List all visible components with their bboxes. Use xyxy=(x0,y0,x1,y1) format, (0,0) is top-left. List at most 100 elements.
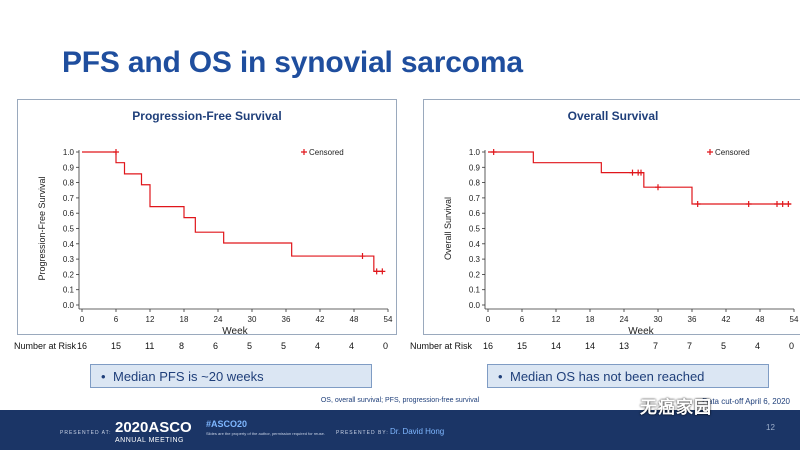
survival-curve xyxy=(488,151,792,205)
y-tick-label: 0.2 xyxy=(63,270,75,279)
pfs-chart-panel: Progression-Free Survival 0.0 0.1 0.2 0.3 0.… xyxy=(17,99,397,335)
x-tick-label: 30 xyxy=(248,315,257,324)
meeting-logo: 2020ASCO xyxy=(115,419,192,436)
at-risk-count: 16 xyxy=(483,341,494,351)
x-tick-label: 48 xyxy=(350,315,359,324)
os-callout-text: Median OS has not been reached xyxy=(510,369,705,384)
legend-label: Censored xyxy=(309,148,344,157)
presented-at-label: PRESENTED AT: xyxy=(60,430,112,436)
page-number: 12 xyxy=(766,423,775,432)
y-tick-label: 0.4 xyxy=(63,240,75,249)
os-chart-title: Overall Survival xyxy=(567,109,659,123)
x-tick-label: 36 xyxy=(688,315,697,324)
y-tick-label: 0.1 xyxy=(469,286,481,295)
y-tick-label: 0.6 xyxy=(469,209,481,218)
y-tick-label: 0.0 xyxy=(469,301,481,310)
hashtag: #ASCO20 xyxy=(206,419,248,429)
y-axis-label: Overall Survival xyxy=(443,197,453,260)
at-risk-count: 7 xyxy=(687,341,693,351)
at-risk-count: 5 xyxy=(247,341,253,351)
y-axis-label: Progression-Free Survival xyxy=(37,176,47,280)
at-risk-count: 4 xyxy=(349,341,355,351)
x-tick-label: 30 xyxy=(654,315,663,324)
os-chart: 0.0 0.1 0.2 0.3 0.4 0.5 0.6 0.7 0.8 0.9 1.0 0 6 12 18 2… xyxy=(443,148,799,334)
censored-mark xyxy=(113,149,119,155)
x-tick-label: 54 xyxy=(790,315,799,324)
pfs-risk-label: Number at Risk xyxy=(14,341,77,351)
bullet-icon: • xyxy=(101,369,106,384)
x-axis-label: Week xyxy=(222,326,248,334)
pfs-chart-title: Progression-Free Survival xyxy=(132,109,282,123)
at-risk-count: 8 xyxy=(179,341,185,351)
y-tick-label: 0.8 xyxy=(63,179,75,188)
x-axis-label: Week xyxy=(628,326,654,334)
at-risk-count: 14 xyxy=(585,341,596,351)
y-tick-label: 0.4 xyxy=(469,240,481,249)
censored-mark xyxy=(694,201,701,208)
y-tick-label: 0.3 xyxy=(469,255,481,264)
x-tick-label: 0 xyxy=(80,315,85,324)
at-risk-count: 5 xyxy=(281,341,287,351)
y-tick-label: 0.3 xyxy=(63,255,75,264)
at-risk-count: 16 xyxy=(77,341,88,351)
pfs-chart: 0.0 0.1 0.2 0.3 0.4 0.5 0.6 0.7 0.8 0.9 1.0 0 6 12 18 2… xyxy=(37,148,393,334)
presented-by-label: PRESENTED BY: xyxy=(336,430,389,436)
legend-censored-icon xyxy=(301,149,307,155)
y-tick-label: 0.1 xyxy=(63,286,75,295)
y-tick-label: 1.0 xyxy=(63,148,75,157)
legend-label: Censored xyxy=(715,148,750,157)
y-tick-label: 0.9 xyxy=(63,163,75,172)
survival-curve xyxy=(82,151,383,272)
censored-mark xyxy=(655,184,661,191)
x-tick-label: 42 xyxy=(722,315,731,324)
at-risk-count: 6 xyxy=(213,341,219,351)
bullet-icon: • xyxy=(498,369,503,384)
censored-mark xyxy=(490,149,497,155)
data-cutoff-note: Data cut-off April 6, 2020 xyxy=(702,397,790,406)
meeting-subtitle: ANNUAL MEETING xyxy=(115,437,184,444)
x-tick-label: 18 xyxy=(586,315,595,324)
censored-mark xyxy=(359,253,366,260)
at-risk-count: 14 xyxy=(551,341,562,351)
censored-mark xyxy=(774,201,780,208)
x-tick-label: 18 xyxy=(180,315,189,324)
y-tick-label: 0.5 xyxy=(63,225,75,234)
y-tick-label: 1.0 xyxy=(469,148,481,157)
slides-property-note: Slides are the property of the author, p… xyxy=(206,431,325,436)
y-tick-label: 0.0 xyxy=(63,301,75,310)
wechat-watermark-icon xyxy=(662,390,678,406)
at-risk-count: 4 xyxy=(315,341,321,351)
y-tick-label: 0.2 xyxy=(469,270,481,279)
abbreviations-footnote: OS, overall survival; PFS, progression-f… xyxy=(320,397,480,404)
y-tick-label: 0.7 xyxy=(63,194,75,203)
at-risk-count: 11 xyxy=(145,341,155,351)
at-risk-count: 0 xyxy=(383,341,389,351)
censored-mark xyxy=(379,268,386,275)
x-tick-label: 42 xyxy=(316,315,325,324)
watermark-text: 无癌家园 xyxy=(640,398,712,417)
os-at-risk-row: 16 15 14 14 13 7 7 5 4 0 xyxy=(0,341,800,353)
os-chart-panel: Overall Survival 0.0 0.1 0.2 0.3 0.4 0.5 0.6 0.… xyxy=(423,99,800,335)
censored-mark xyxy=(373,268,380,275)
y-tick-label: 0.8 xyxy=(469,179,481,188)
os-callout: • Median OS has not been reached xyxy=(487,364,769,388)
x-tick-label: 36 xyxy=(282,315,291,324)
x-tick-label: 12 xyxy=(146,315,155,324)
at-risk-count: 7 xyxy=(653,341,659,351)
x-tick-label: 12 xyxy=(552,315,561,324)
footer-bar: 无癌家园 PRESENTED AT: 2020ASCO ANNUAL MEETI… xyxy=(0,390,800,450)
at-risk-count: 15 xyxy=(111,341,122,351)
presenter-name: Dr. David Hong xyxy=(390,427,445,436)
at-risk-count: 5 xyxy=(721,341,727,351)
os-risk-label: Number at Risk xyxy=(410,341,473,351)
x-tick-label: 24 xyxy=(214,315,223,324)
pfs-at-risk-row: 16 15 11 8 6 5 5 4 4 0 xyxy=(0,341,400,353)
x-tick-label: 6 xyxy=(520,315,525,324)
x-tick-label: 0 xyxy=(486,315,491,324)
at-risk-count: 0 xyxy=(789,341,795,351)
at-risk-count: 13 xyxy=(619,341,630,351)
y-tick-label: 0.5 xyxy=(469,225,481,234)
censored-mark xyxy=(629,169,636,176)
pfs-callout-text: Median PFS is ~20 weeks xyxy=(113,369,264,384)
censored-mark xyxy=(785,201,792,208)
